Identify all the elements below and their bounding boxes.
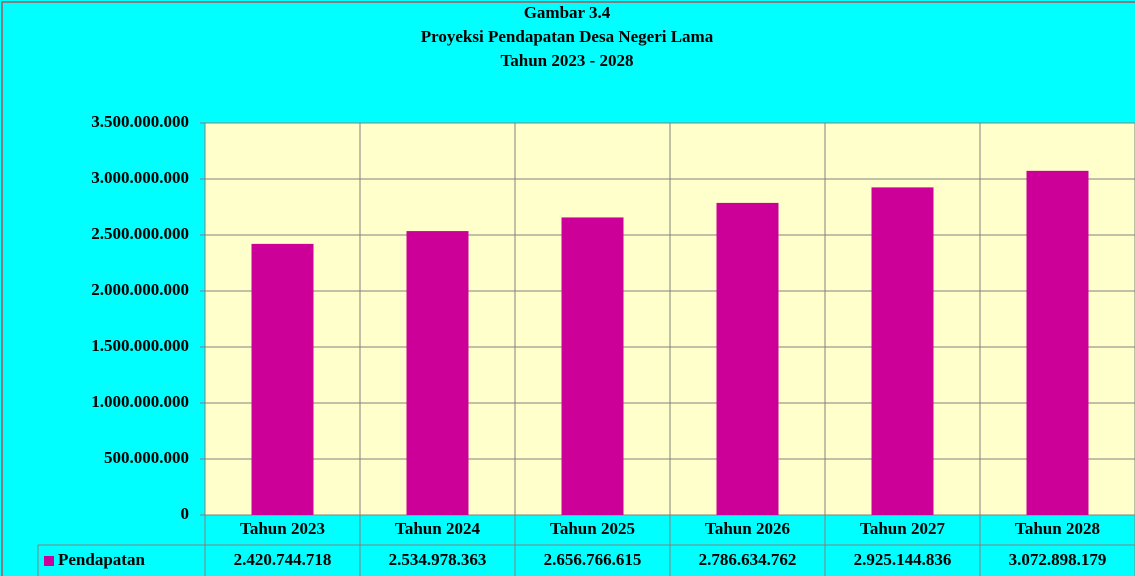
y-tick-label: 3.500.000.000 xyxy=(91,112,189,131)
table-value: 2.534.978.363 xyxy=(389,550,487,569)
y-tick-label: 2.000.000.000 xyxy=(91,280,189,299)
y-tick-label: 500.000.000 xyxy=(104,448,189,467)
legend-label: Pendapatan xyxy=(58,550,145,569)
bar xyxy=(1026,170,1089,516)
y-tick-label: 0 xyxy=(181,504,190,523)
chart-title: Tahun 2023 - 2028 xyxy=(500,51,633,70)
legend-key xyxy=(44,556,54,566)
bar xyxy=(561,217,624,515)
table-value: 3.072.898.179 xyxy=(1009,550,1107,569)
table-value: 2.656.766.615 xyxy=(544,550,642,569)
chart-title: Gambar 3.4 xyxy=(524,3,611,22)
bar xyxy=(251,243,314,515)
y-tick-label: 1.500.000.000 xyxy=(91,336,189,355)
x-tick-label: Tahun 2024 xyxy=(395,519,480,538)
table-value: 2.786.634.762 xyxy=(699,550,797,569)
x-tick-label: Tahun 2028 xyxy=(1015,519,1100,538)
x-tick-label: Tahun 2027 xyxy=(860,519,945,538)
table-value: 2.925.144.836 xyxy=(854,550,952,569)
y-tick-label: 1.000.000.000 xyxy=(91,392,189,411)
x-tick-label: Tahun 2023 xyxy=(240,519,325,538)
y-tick-label: 3.000.000.000 xyxy=(91,168,189,187)
bar xyxy=(716,202,779,515)
x-tick-label: Tahun 2026 xyxy=(705,519,790,538)
chart-title: Proyeksi Pendapatan Desa Negeri Lama xyxy=(421,27,714,46)
x-tick-label: Tahun 2025 xyxy=(550,519,635,538)
bar xyxy=(871,187,934,515)
table-value: 2.420.744.718 xyxy=(234,550,332,569)
bar xyxy=(406,231,469,515)
y-tick-label: 2.500.000.000 xyxy=(91,224,189,243)
